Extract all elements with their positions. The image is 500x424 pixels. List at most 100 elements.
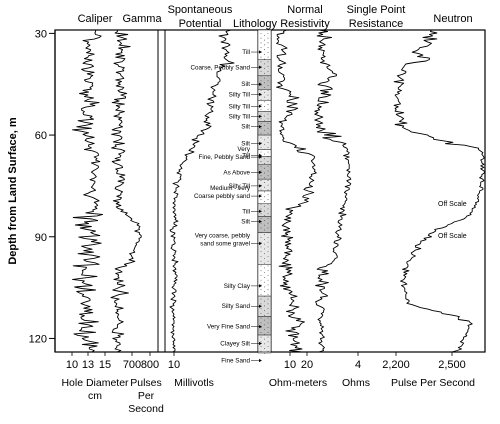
curve-gamma bbox=[110, 30, 142, 353]
curve-normal_resistivity bbox=[276, 29, 317, 353]
lithology-stipple bbox=[264, 262, 265, 264]
lithology-stipple bbox=[267, 66, 269, 68]
lithology-stipple bbox=[260, 312, 262, 314]
annotation-off-scale: Off Scale bbox=[438, 233, 467, 240]
lithology-stipple bbox=[267, 85, 269, 87]
lithology-stipple bbox=[264, 148, 265, 150]
lithology-stipple bbox=[267, 336, 269, 338]
lithology-stipple bbox=[267, 308, 269, 310]
lithology-stipple bbox=[264, 163, 265, 164]
lithology-stipple bbox=[260, 170, 262, 172]
lithology-stipple bbox=[260, 127, 262, 129]
lithology-stipple bbox=[264, 177, 265, 179]
lithology-label-text: Silt bbox=[241, 219, 250, 226]
lithology-stipple bbox=[267, 350, 269, 352]
lithology-label-text: Silt bbox=[241, 81, 250, 88]
track-header-lithology: Lithology bbox=[233, 18, 278, 30]
lithology-stipple bbox=[264, 96, 265, 98]
lithology-stipple bbox=[267, 255, 269, 257]
lithology-stipple bbox=[267, 194, 269, 196]
lithology-stipple bbox=[264, 134, 265, 136]
lithology-label: Very Fine Sand bbox=[207, 324, 262, 331]
lithology-stipple bbox=[264, 291, 265, 293]
lithology-stipple bbox=[264, 243, 265, 245]
lithology-stipple bbox=[260, 293, 262, 295]
lithology-stipple bbox=[260, 341, 262, 343]
lithology-stipple bbox=[267, 331, 269, 333]
lithology-stipple bbox=[264, 305, 265, 307]
lithology-label: Silty Sand bbox=[222, 303, 262, 310]
lithology-stipple bbox=[267, 298, 269, 300]
lithology-stipple bbox=[260, 218, 262, 219]
lithology-label: Coarse, Pebbly Sand bbox=[190, 64, 262, 71]
lithology-label-text: Very Fine Sand bbox=[207, 324, 251, 331]
lithology-stipple bbox=[267, 312, 269, 314]
lithology-stipple bbox=[267, 260, 269, 262]
lithology-arrow bbox=[259, 324, 262, 329]
lithology-stipple bbox=[260, 270, 262, 272]
y-tick-label: 60 bbox=[35, 130, 47, 142]
lithology-bed bbox=[257, 203, 272, 217]
lithology-stipple bbox=[260, 99, 262, 101]
lithology-stipple bbox=[264, 82, 265, 84]
lithology-arrow bbox=[259, 184, 262, 188]
lithology-stipple bbox=[267, 32, 269, 34]
lithology-arrow bbox=[259, 114, 262, 119]
lithology-stipple bbox=[260, 56, 262, 58]
lithology-stipple bbox=[267, 241, 269, 243]
y-tick-label: 120 bbox=[29, 333, 47, 345]
lithology-stipple bbox=[260, 32, 262, 34]
y-axis-title: Depth from Land Surface, m bbox=[7, 117, 19, 265]
lithology-stipple bbox=[260, 151, 262, 153]
lithology-stipple bbox=[264, 158, 265, 160]
lithology-stipple bbox=[267, 317, 269, 319]
lithology-label-text: As Above bbox=[223, 169, 250, 176]
lithology-stipple bbox=[260, 180, 262, 181]
lithology-stipple bbox=[264, 319, 265, 321]
lithology-label-text: Silty Till bbox=[229, 103, 250, 110]
lithology-stipple bbox=[267, 142, 269, 143]
lithology-stipple bbox=[267, 232, 269, 234]
lithology-stipple bbox=[260, 236, 262, 238]
lithology-stipple bbox=[264, 182, 265, 183]
lithology-stipple bbox=[264, 324, 265, 326]
lithology-stipple bbox=[267, 189, 269, 191]
unit-label-gamma: Second bbox=[128, 403, 164, 415]
lithology-stipple bbox=[260, 241, 262, 243]
lithology-stipple bbox=[267, 199, 269, 200]
curve-neutron bbox=[393, 29, 486, 353]
lithology-stipple bbox=[264, 310, 265, 312]
x-tick-label-single_point_resistance: 4 bbox=[355, 359, 361, 371]
lithology-stipple bbox=[264, 314, 265, 316]
lithology-stipple bbox=[264, 300, 265, 302]
lithology-stipple bbox=[260, 199, 262, 200]
lithology-stipple bbox=[260, 175, 262, 177]
lithology-stipple bbox=[264, 186, 265, 188]
lithology-label: Clayey Silt bbox=[220, 341, 262, 348]
lithology-label: Silt bbox=[241, 141, 262, 148]
lithology-stipple bbox=[264, 267, 265, 269]
lithology-stipple bbox=[264, 68, 265, 70]
lithology-stipple bbox=[267, 227, 269, 229]
lithology-stipple bbox=[264, 34, 265, 36]
lithology-stipple bbox=[267, 293, 269, 295]
lithology-stipple bbox=[267, 175, 269, 177]
lithology-arrow bbox=[259, 92, 262, 96]
lithology-label-text: Very bbox=[237, 146, 250, 153]
lithology-label-text: Fine Sand bbox=[221, 357, 250, 364]
lithology-stipple bbox=[267, 132, 269, 134]
lithology-label-text: Silt bbox=[241, 141, 250, 148]
lithology-stipple bbox=[264, 77, 265, 79]
lithology-stipple bbox=[260, 132, 262, 134]
track-header-neutron: Neutron bbox=[433, 13, 472, 25]
log-curves bbox=[72, 29, 486, 353]
lithology-label-text: Coarse pebbly sand bbox=[194, 193, 251, 200]
lithology-stipple bbox=[260, 137, 262, 139]
lithology-stipple bbox=[264, 106, 265, 108]
lithology-label: As Above bbox=[223, 169, 262, 176]
lithology-label: Silty Till bbox=[229, 91, 262, 98]
lithology-stipple bbox=[267, 118, 269, 120]
lithology-arrow bbox=[259, 284, 262, 288]
lithology-stipple bbox=[264, 220, 265, 221]
